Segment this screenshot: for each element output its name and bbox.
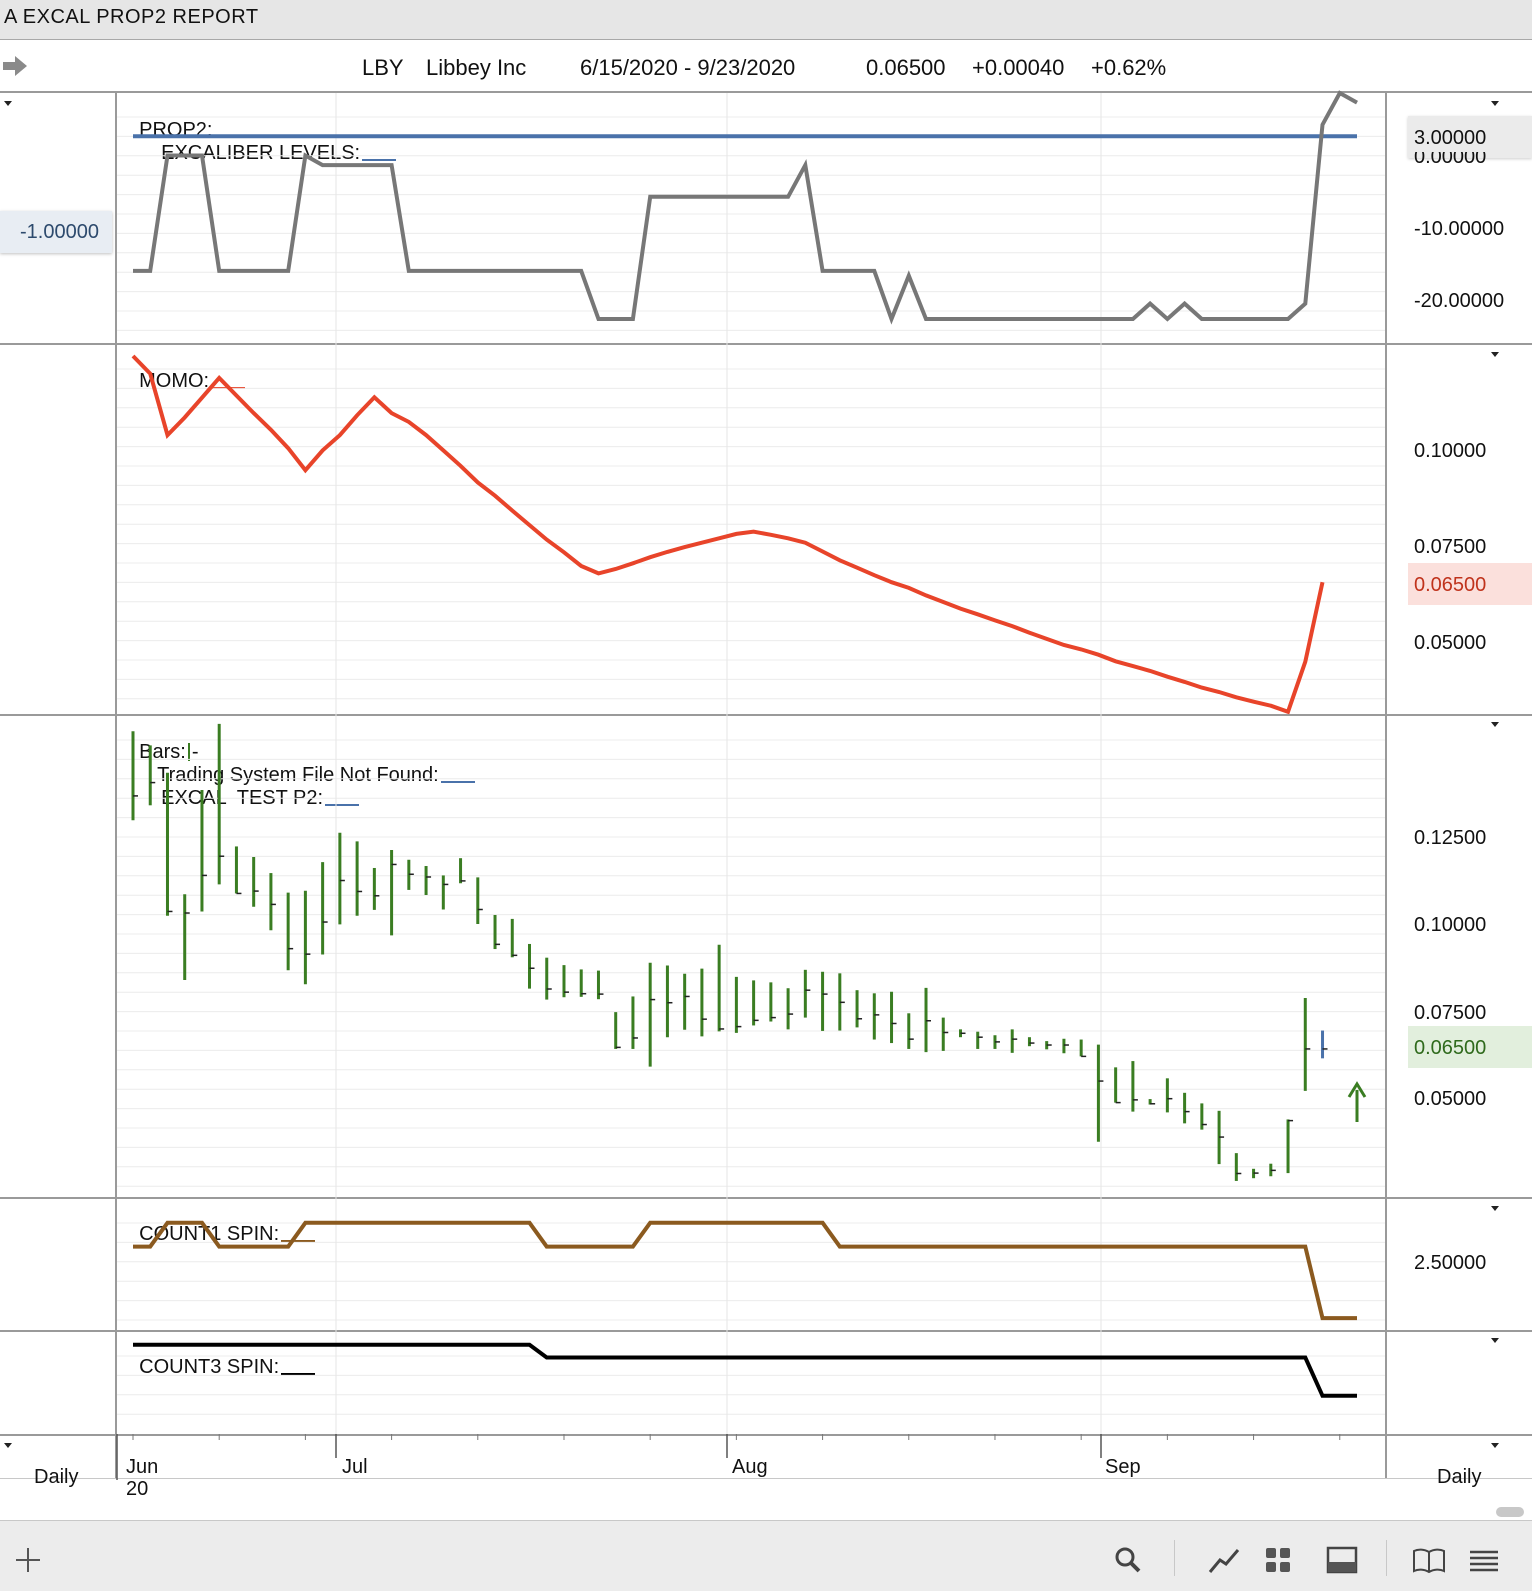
count1-line: [133, 1220, 1357, 1321]
toolbar-separator: [1174, 1540, 1175, 1576]
momo-tick-label: 0.07500: [1414, 536, 1487, 558]
panel-divider: [0, 1330, 1532, 1332]
prop2-legend: PROP2: EXCALIBER LEVELS:: [128, 96, 397, 165]
count3-label: COUNT3 SPIN:: [139, 1356, 280, 1378]
list-icon[interactable]: [1468, 1546, 1500, 1574]
percent-change: +0.62%: [1091, 55, 1167, 80]
bars-tick-label: 0.07500: [1414, 1002, 1487, 1024]
x-axis-bottom-rule: [0, 1478, 1532, 1479]
prop2-tick-label: -20.00000: [1414, 290, 1505, 312]
period-menu-icon[interactable]: [1491, 1443, 1499, 1448]
last-price: 0.06500: [866, 55, 946, 80]
momo-label: MOMO:: [139, 370, 210, 392]
momo-swatch: [211, 387, 246, 389]
prop2-tick-label: 0.00000: [1414, 146, 1487, 168]
momo-line: [131, 354, 1325, 715]
book-icon[interactable]: [1412, 1546, 1446, 1574]
panel-menu-icon[interactable]: [1491, 352, 1499, 357]
grid-icon[interactable]: [1264, 1546, 1292, 1574]
momo-tick-label: 0.10000: [1414, 440, 1487, 462]
count1-legend: COUNT1 SPIN:: [128, 1200, 316, 1246]
period-menu-icon[interactable]: [4, 1443, 12, 1448]
excaliber-levels-label: EXCALIBER LEVELS:: [161, 142, 361, 164]
count1-label: COUNT1 SPIN:: [139, 1223, 280, 1245]
bars-tick-label: 0.05000: [1414, 1088, 1487, 1110]
momo-current-tag: 0.06500: [1408, 563, 1532, 605]
window-title: A EXCAL PROP2 REPORT: [4, 6, 259, 28]
prop2-swatch: [214, 136, 249, 138]
prop2-current-tag: 3.00000: [1408, 116, 1532, 158]
panel-divider: [0, 714, 1532, 716]
plot-left-border: [115, 93, 117, 1479]
month-label-jun: Jun: [126, 1456, 159, 1478]
symbol-info-bar: LBY Libbey Inc 6/15/2020 - 9/23/2020 0.0…: [0, 41, 1532, 93]
panel-divider: [0, 1197, 1532, 1199]
count1-panel: [133, 1220, 1357, 1321]
period-selector-left[interactable]: Daily: [34, 1466, 79, 1488]
bar-swatch: [187, 743, 190, 761]
momo-legend: MOMO:: [128, 347, 246, 393]
excal-test-swatch: [325, 804, 360, 806]
forward-arrow-icon[interactable]: [2, 53, 28, 79]
plot-right-border: [1385, 93, 1387, 1479]
trading-system-swatch: [440, 781, 475, 783]
company-name: Libbey Inc: [426, 55, 527, 80]
bottom-toolbar: [0, 1520, 1532, 1591]
bars-label: Bars:: [139, 741, 186, 763]
count1-swatch: [281, 1240, 316, 1242]
horizontal-scrollbar[interactable]: [1496, 1507, 1524, 1517]
panel-menu-icon[interactable]: [4, 101, 12, 106]
month-label-jul: Jul: [342, 1456, 368, 1478]
signal-arrow-head: [1347, 1081, 1367, 1098]
count3-legend: COUNT3 SPIN:: [128, 1333, 316, 1379]
plus-icon[interactable]: [14, 1546, 42, 1574]
panel-menu-icon[interactable]: [1491, 1338, 1499, 1343]
net-change: +0.00040: [972, 55, 1065, 80]
bars-current-tag: 0.06500: [1408, 1026, 1532, 1068]
count1-tick-label: 2.50000: [1414, 1252, 1487, 1274]
panel-icon[interactable]: [1326, 1546, 1358, 1574]
count3-line: [133, 1342, 1357, 1398]
panel-menu-icon[interactable]: [1491, 722, 1499, 727]
year-label: 20: [126, 1478, 149, 1500]
level-value-tag: -1.00000: [0, 211, 112, 253]
prop2-label: PROP2:: [139, 119, 213, 141]
line-chart-icon[interactable]: [1208, 1546, 1240, 1574]
period-selector-right[interactable]: Daily: [1437, 1466, 1482, 1488]
date-range: 6/15/2020 - 9/23/2020: [580, 55, 796, 80]
search-icon[interactable]: [1114, 1546, 1142, 1574]
bars-tick-label: 0.12500: [1414, 827, 1487, 849]
panel-menu-icon[interactable]: [1491, 1206, 1499, 1211]
panel-divider: [0, 343, 1532, 345]
count3-panel: [133, 1342, 1357, 1398]
momo-tick-label: 0.05000: [1414, 632, 1487, 654]
momo-panel: [131, 354, 1325, 715]
count3-swatch: [281, 1373, 316, 1375]
toolbar-separator: [1386, 1540, 1387, 1576]
x-axis-divider: [0, 1434, 1532, 1436]
prop2-tick-label: -10.00000: [1414, 218, 1505, 240]
levels-swatch: [362, 159, 397, 161]
excal-test-label: EXCAL TEST P2:: [161, 787, 324, 809]
month-label-sep: Sep: [1105, 1456, 1141, 1478]
month-label-aug: Aug: [732, 1456, 768, 1478]
symbol-text: LBY: [362, 55, 404, 80]
panel-menu-icon[interactable]: [1491, 101, 1499, 106]
bars-tick-label: 0.10000: [1414, 914, 1487, 936]
trading-system-label: Trading System File Not Found:: [157, 764, 439, 786]
window-titlebar: A EXCAL PROP2 REPORT: [0, 0, 1532, 40]
bars-legend: Bars: - Trading System File Not Found: EX…: [128, 718, 475, 810]
